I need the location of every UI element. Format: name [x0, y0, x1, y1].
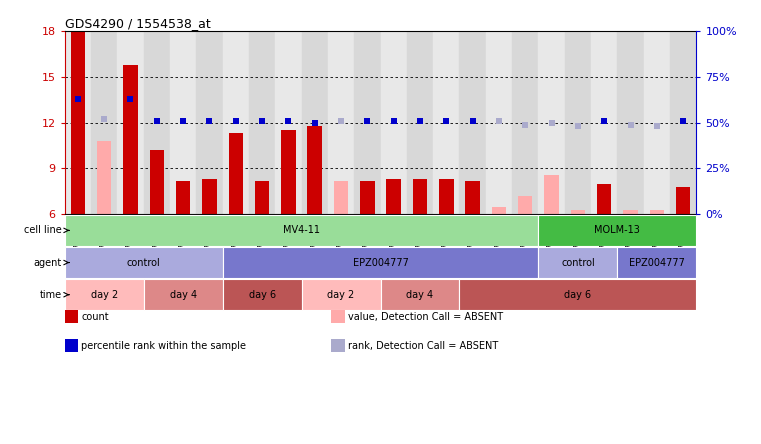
Bar	[249, 31, 275, 214]
Text: GDS4290 / 1554538_at: GDS4290 / 1554538_at	[65, 17, 211, 30]
Bar	[412, 179, 427, 214]
Text: cell line: cell line	[24, 226, 62, 235]
Text: value, Detection Call = ABSENT: value, Detection Call = ABSENT	[348, 312, 503, 322]
Bar	[597, 184, 611, 214]
Text: control: control	[561, 258, 595, 268]
Bar	[91, 31, 117, 214]
Bar	[223, 279, 301, 310]
Text: time: time	[40, 290, 62, 300]
Text: MV4-11: MV4-11	[283, 226, 320, 235]
Bar	[65, 215, 539, 246]
Bar	[223, 247, 539, 278]
Bar	[301, 279, 380, 310]
Bar	[565, 31, 591, 214]
Bar	[460, 279, 696, 310]
Bar	[360, 181, 374, 214]
Bar	[539, 215, 696, 246]
Bar	[170, 31, 196, 214]
Text: day 2: day 2	[327, 290, 355, 300]
Bar	[117, 31, 144, 214]
Text: day 4: day 4	[406, 290, 434, 300]
Bar	[150, 150, 164, 214]
Text: rank, Detection Call = ABSENT: rank, Detection Call = ABSENT	[348, 341, 498, 351]
Bar	[196, 31, 222, 214]
Text: MOLM-13: MOLM-13	[594, 226, 640, 235]
Bar	[387, 179, 401, 214]
Text: EPZ004777: EPZ004777	[352, 258, 409, 268]
Bar	[281, 131, 295, 214]
Bar	[433, 31, 460, 214]
Bar	[518, 196, 533, 214]
Bar	[123, 65, 138, 214]
Bar	[407, 31, 433, 214]
Bar	[460, 31, 486, 214]
Text: control: control	[127, 258, 161, 268]
Bar	[644, 31, 670, 214]
Bar	[591, 31, 617, 214]
Bar	[307, 126, 322, 214]
Bar	[380, 31, 407, 214]
Bar	[571, 210, 585, 214]
Bar	[275, 31, 301, 214]
Bar	[539, 31, 565, 214]
Bar	[439, 179, 454, 214]
Bar	[670, 31, 696, 214]
Text: day 2: day 2	[91, 290, 118, 300]
Bar	[301, 31, 328, 214]
Bar	[486, 31, 512, 214]
Text: day 6: day 6	[565, 290, 591, 300]
Bar	[539, 247, 617, 278]
Bar	[65, 279, 144, 310]
Bar	[202, 179, 217, 214]
Text: percentile rank within the sample: percentile rank within the sample	[81, 341, 247, 351]
Bar	[466, 181, 480, 214]
Bar	[676, 187, 690, 214]
Bar	[617, 247, 696, 278]
Bar	[223, 31, 249, 214]
Bar	[65, 31, 91, 214]
Bar	[380, 279, 460, 310]
Bar	[544, 174, 559, 214]
Bar	[650, 210, 664, 214]
Bar	[492, 206, 506, 214]
Bar	[334, 181, 349, 214]
Text: agent: agent	[33, 258, 62, 268]
Bar	[512, 31, 539, 214]
Bar	[176, 181, 190, 214]
Text: day 4: day 4	[170, 290, 196, 300]
Text: day 6: day 6	[249, 290, 275, 300]
Bar	[354, 31, 380, 214]
Text: EPZ004777: EPZ004777	[629, 258, 685, 268]
Text: count: count	[81, 312, 109, 322]
Bar	[255, 181, 269, 214]
Bar	[617, 31, 644, 214]
Bar	[144, 31, 170, 214]
Bar	[228, 133, 243, 214]
Bar	[71, 31, 85, 214]
Bar	[328, 31, 354, 214]
Bar	[144, 279, 223, 310]
Bar	[65, 247, 223, 278]
Bar	[623, 210, 638, 214]
Bar	[97, 141, 111, 214]
